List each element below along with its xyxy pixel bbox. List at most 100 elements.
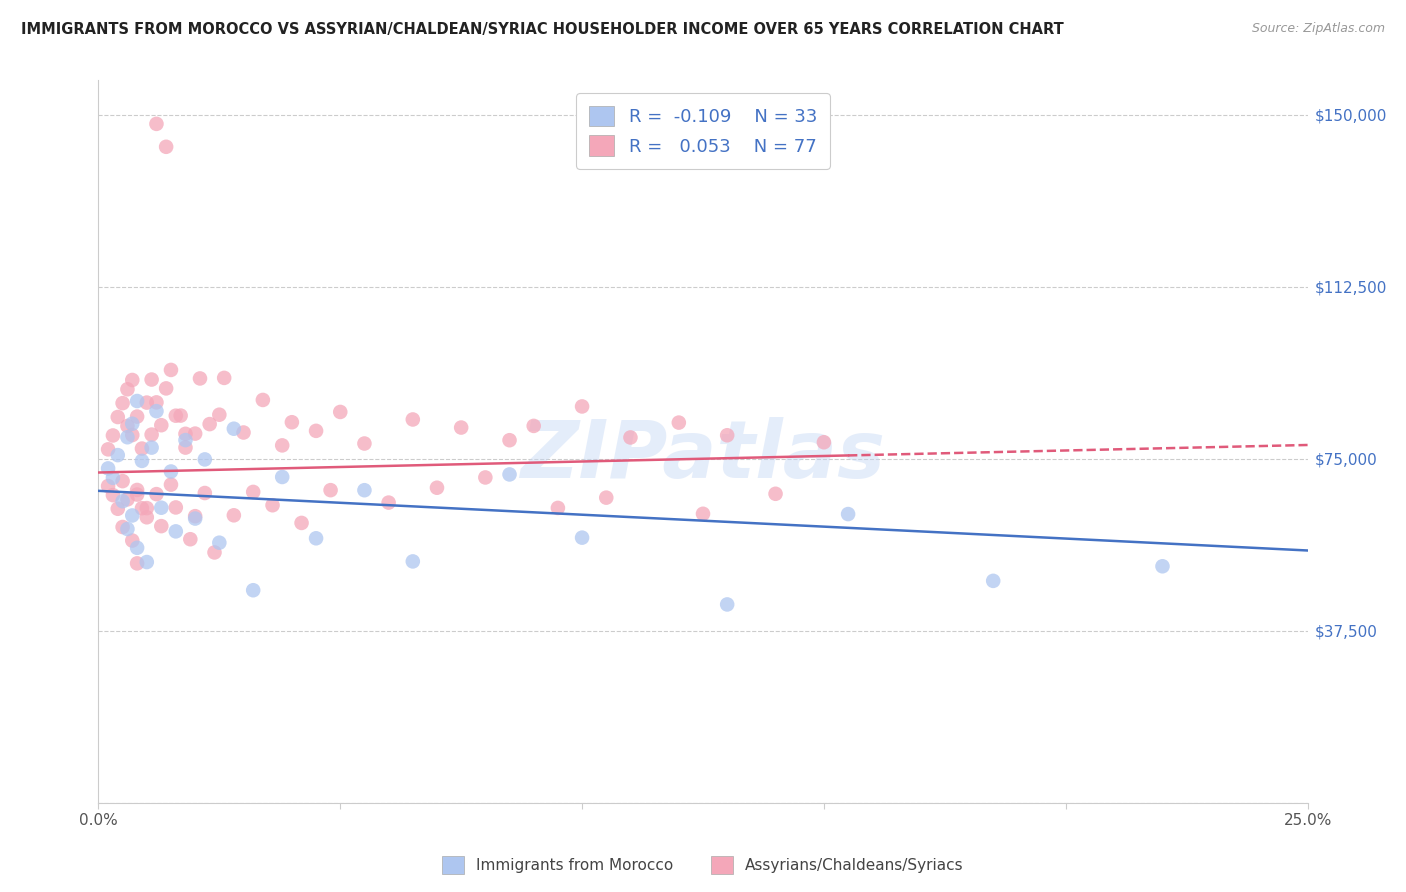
Point	[107, 410, 129, 425]
Point	[281, 415, 304, 429]
Point	[165, 500, 187, 515]
Point	[127, 409, 149, 424]
Point	[111, 474, 134, 488]
Point	[145, 117, 167, 131]
Point	[97, 479, 120, 493]
Point	[184, 426, 207, 441]
Point	[117, 419, 139, 434]
Point	[353, 483, 375, 498]
Point	[981, 574, 1004, 588]
Point	[198, 417, 221, 431]
Point	[174, 426, 197, 441]
Point	[121, 428, 143, 442]
Point	[1152, 559, 1174, 574]
Point	[135, 555, 157, 569]
Point	[145, 404, 167, 418]
Point	[111, 494, 134, 508]
Point	[242, 484, 264, 499]
Point	[523, 418, 546, 433]
Point	[262, 498, 284, 512]
Point	[765, 487, 787, 501]
Point	[97, 442, 120, 457]
Point	[127, 394, 149, 409]
Point	[271, 470, 294, 484]
Point	[127, 487, 149, 501]
Point	[101, 428, 124, 442]
Point	[450, 420, 472, 434]
Point	[160, 465, 183, 479]
Point	[127, 483, 149, 497]
Point	[305, 531, 328, 545]
Legend: R =  -0.109    N = 33, R =   0.053    N = 77: R = -0.109 N = 33, R = 0.053 N = 77	[576, 93, 830, 169]
Point	[402, 412, 425, 426]
Point	[121, 533, 143, 548]
Point	[184, 509, 207, 524]
Point	[716, 428, 738, 442]
Point	[290, 516, 312, 530]
Point	[145, 487, 167, 501]
Point	[571, 400, 593, 414]
Legend: Immigrants from Morocco, Assyrians/Chaldeans/Syriacs: Immigrants from Morocco, Assyrians/Chald…	[436, 850, 970, 880]
Point	[131, 454, 153, 468]
Text: ZIPatlas: ZIPatlas	[520, 417, 886, 495]
Point	[194, 486, 217, 500]
Point	[127, 541, 149, 555]
Point	[329, 405, 352, 419]
Point	[121, 373, 143, 387]
Point	[121, 508, 143, 523]
Point	[117, 382, 139, 396]
Point	[595, 491, 617, 505]
Point	[135, 510, 157, 524]
Point	[242, 583, 264, 598]
Point	[107, 501, 129, 516]
Point	[271, 438, 294, 452]
Point	[107, 448, 129, 462]
Point	[141, 441, 163, 455]
Point	[141, 427, 163, 442]
Point	[402, 554, 425, 568]
Point	[474, 470, 496, 484]
Point	[131, 442, 153, 456]
Point	[121, 417, 143, 431]
Point	[498, 467, 520, 482]
Point	[179, 533, 201, 547]
Point	[145, 395, 167, 409]
Point	[194, 452, 217, 467]
Point	[426, 481, 449, 495]
Point	[117, 522, 139, 536]
Point	[619, 430, 641, 444]
Point	[165, 524, 187, 539]
Point	[160, 477, 183, 491]
Text: IMMIGRANTS FROM MOROCCO VS ASSYRIAN/CHALDEAN/SYRIAC HOUSEHOLDER INCOME OVER 65 Y: IMMIGRANTS FROM MOROCCO VS ASSYRIAN/CHAL…	[21, 22, 1064, 37]
Point	[837, 507, 859, 521]
Point	[498, 434, 520, 448]
Point	[97, 461, 120, 475]
Point	[571, 531, 593, 545]
Point	[353, 436, 375, 450]
Point	[188, 371, 211, 385]
Point	[150, 418, 173, 433]
Point	[184, 511, 207, 525]
Point	[150, 519, 173, 533]
Point	[174, 441, 197, 455]
Point	[155, 140, 177, 154]
Point	[150, 500, 173, 515]
Point	[174, 433, 197, 447]
Point	[716, 598, 738, 612]
Point	[305, 424, 328, 438]
Point	[692, 507, 714, 521]
Point	[101, 488, 124, 502]
Point	[377, 495, 399, 509]
Point	[111, 520, 134, 534]
Point	[111, 396, 134, 410]
Point	[212, 371, 235, 385]
Point	[232, 425, 254, 440]
Point	[252, 392, 274, 407]
Point	[208, 535, 231, 549]
Point	[204, 545, 226, 559]
Point	[127, 557, 149, 571]
Point	[208, 408, 231, 422]
Point	[155, 381, 177, 395]
Point	[547, 500, 569, 515]
Point	[813, 435, 835, 450]
